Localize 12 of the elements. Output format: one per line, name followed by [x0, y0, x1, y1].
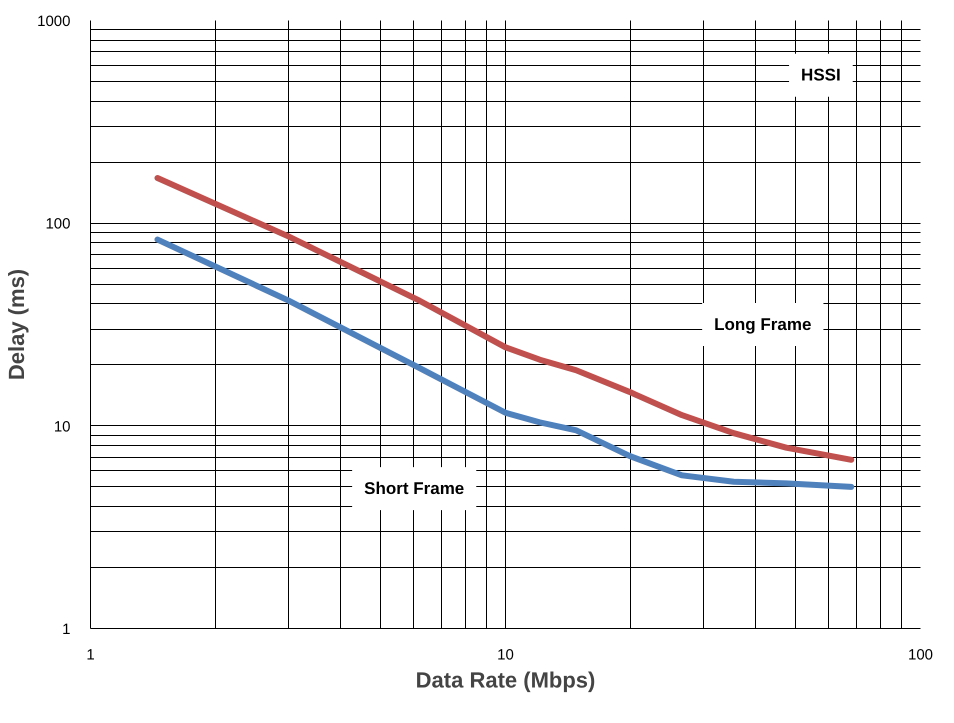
x-tick-label: 100 [908, 646, 934, 664]
annotation: Short Frame [364, 479, 464, 498]
y-tick-label: 1 [62, 621, 70, 638]
x-tick-label: 10 [497, 646, 514, 664]
x-tick-label: 1 [86, 646, 95, 664]
y-tick-label: 1000 [37, 13, 71, 30]
x-axis-title: Data Rate (Mbps) [416, 668, 596, 692]
annotation: Long Frame [714, 315, 812, 334]
y-tick-label: 100 [45, 216, 71, 233]
y-axis-title: Delay (ms) [4, 268, 30, 380]
y-tick-label: 10 [54, 418, 71, 436]
annotation: HSSI [801, 66, 841, 85]
